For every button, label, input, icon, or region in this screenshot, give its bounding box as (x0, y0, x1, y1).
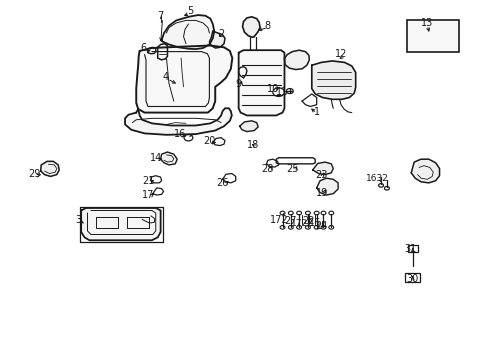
Polygon shape (316, 178, 337, 195)
Text: 15: 15 (308, 218, 321, 228)
Text: 27: 27 (284, 216, 297, 226)
Text: 29: 29 (29, 168, 41, 179)
Bar (407, 245, 417, 252)
Polygon shape (158, 44, 167, 60)
Text: 20: 20 (203, 136, 215, 146)
Polygon shape (160, 152, 177, 165)
Polygon shape (136, 45, 232, 113)
Polygon shape (311, 61, 355, 99)
Text: 8: 8 (264, 21, 270, 31)
Text: 24: 24 (315, 221, 327, 231)
Text: 21: 21 (142, 176, 154, 186)
Bar (405, 273, 419, 282)
Polygon shape (81, 208, 160, 240)
Text: 5: 5 (186, 6, 193, 17)
Polygon shape (239, 121, 258, 132)
Polygon shape (410, 159, 439, 183)
Text: 6: 6 (140, 43, 146, 53)
Text: 1722: 1722 (290, 219, 313, 228)
Polygon shape (312, 162, 332, 175)
Text: 19: 19 (316, 188, 328, 198)
Text: 23: 23 (315, 170, 327, 180)
Text: 14: 14 (149, 153, 162, 163)
Polygon shape (284, 50, 309, 69)
Text: 4: 4 (162, 72, 168, 82)
Text: 12: 12 (334, 49, 346, 59)
Polygon shape (242, 17, 260, 37)
Polygon shape (209, 31, 224, 48)
Text: 9: 9 (235, 79, 241, 89)
FancyBboxPatch shape (407, 20, 458, 51)
Text: 1632: 1632 (365, 174, 388, 183)
Text: 11: 11 (276, 87, 288, 97)
Polygon shape (41, 161, 59, 176)
Text: 22: 22 (302, 216, 314, 226)
Text: 2: 2 (218, 29, 224, 39)
Text: 18: 18 (246, 140, 259, 150)
Text: 172: 172 (270, 215, 288, 225)
Polygon shape (160, 15, 214, 49)
Text: 10: 10 (266, 84, 278, 94)
Text: 31: 31 (404, 244, 416, 254)
Text: 25: 25 (285, 163, 298, 174)
Text: 13: 13 (420, 18, 432, 28)
Text: 16: 16 (174, 129, 186, 139)
Polygon shape (125, 108, 231, 135)
Text: 3: 3 (76, 215, 81, 225)
Text: 17: 17 (142, 190, 154, 200)
Polygon shape (238, 50, 284, 116)
Text: 30: 30 (406, 274, 418, 284)
Text: 7: 7 (157, 11, 163, 21)
Text: 26: 26 (216, 178, 228, 188)
Text: 1: 1 (313, 107, 319, 117)
Text: 28: 28 (261, 163, 274, 174)
